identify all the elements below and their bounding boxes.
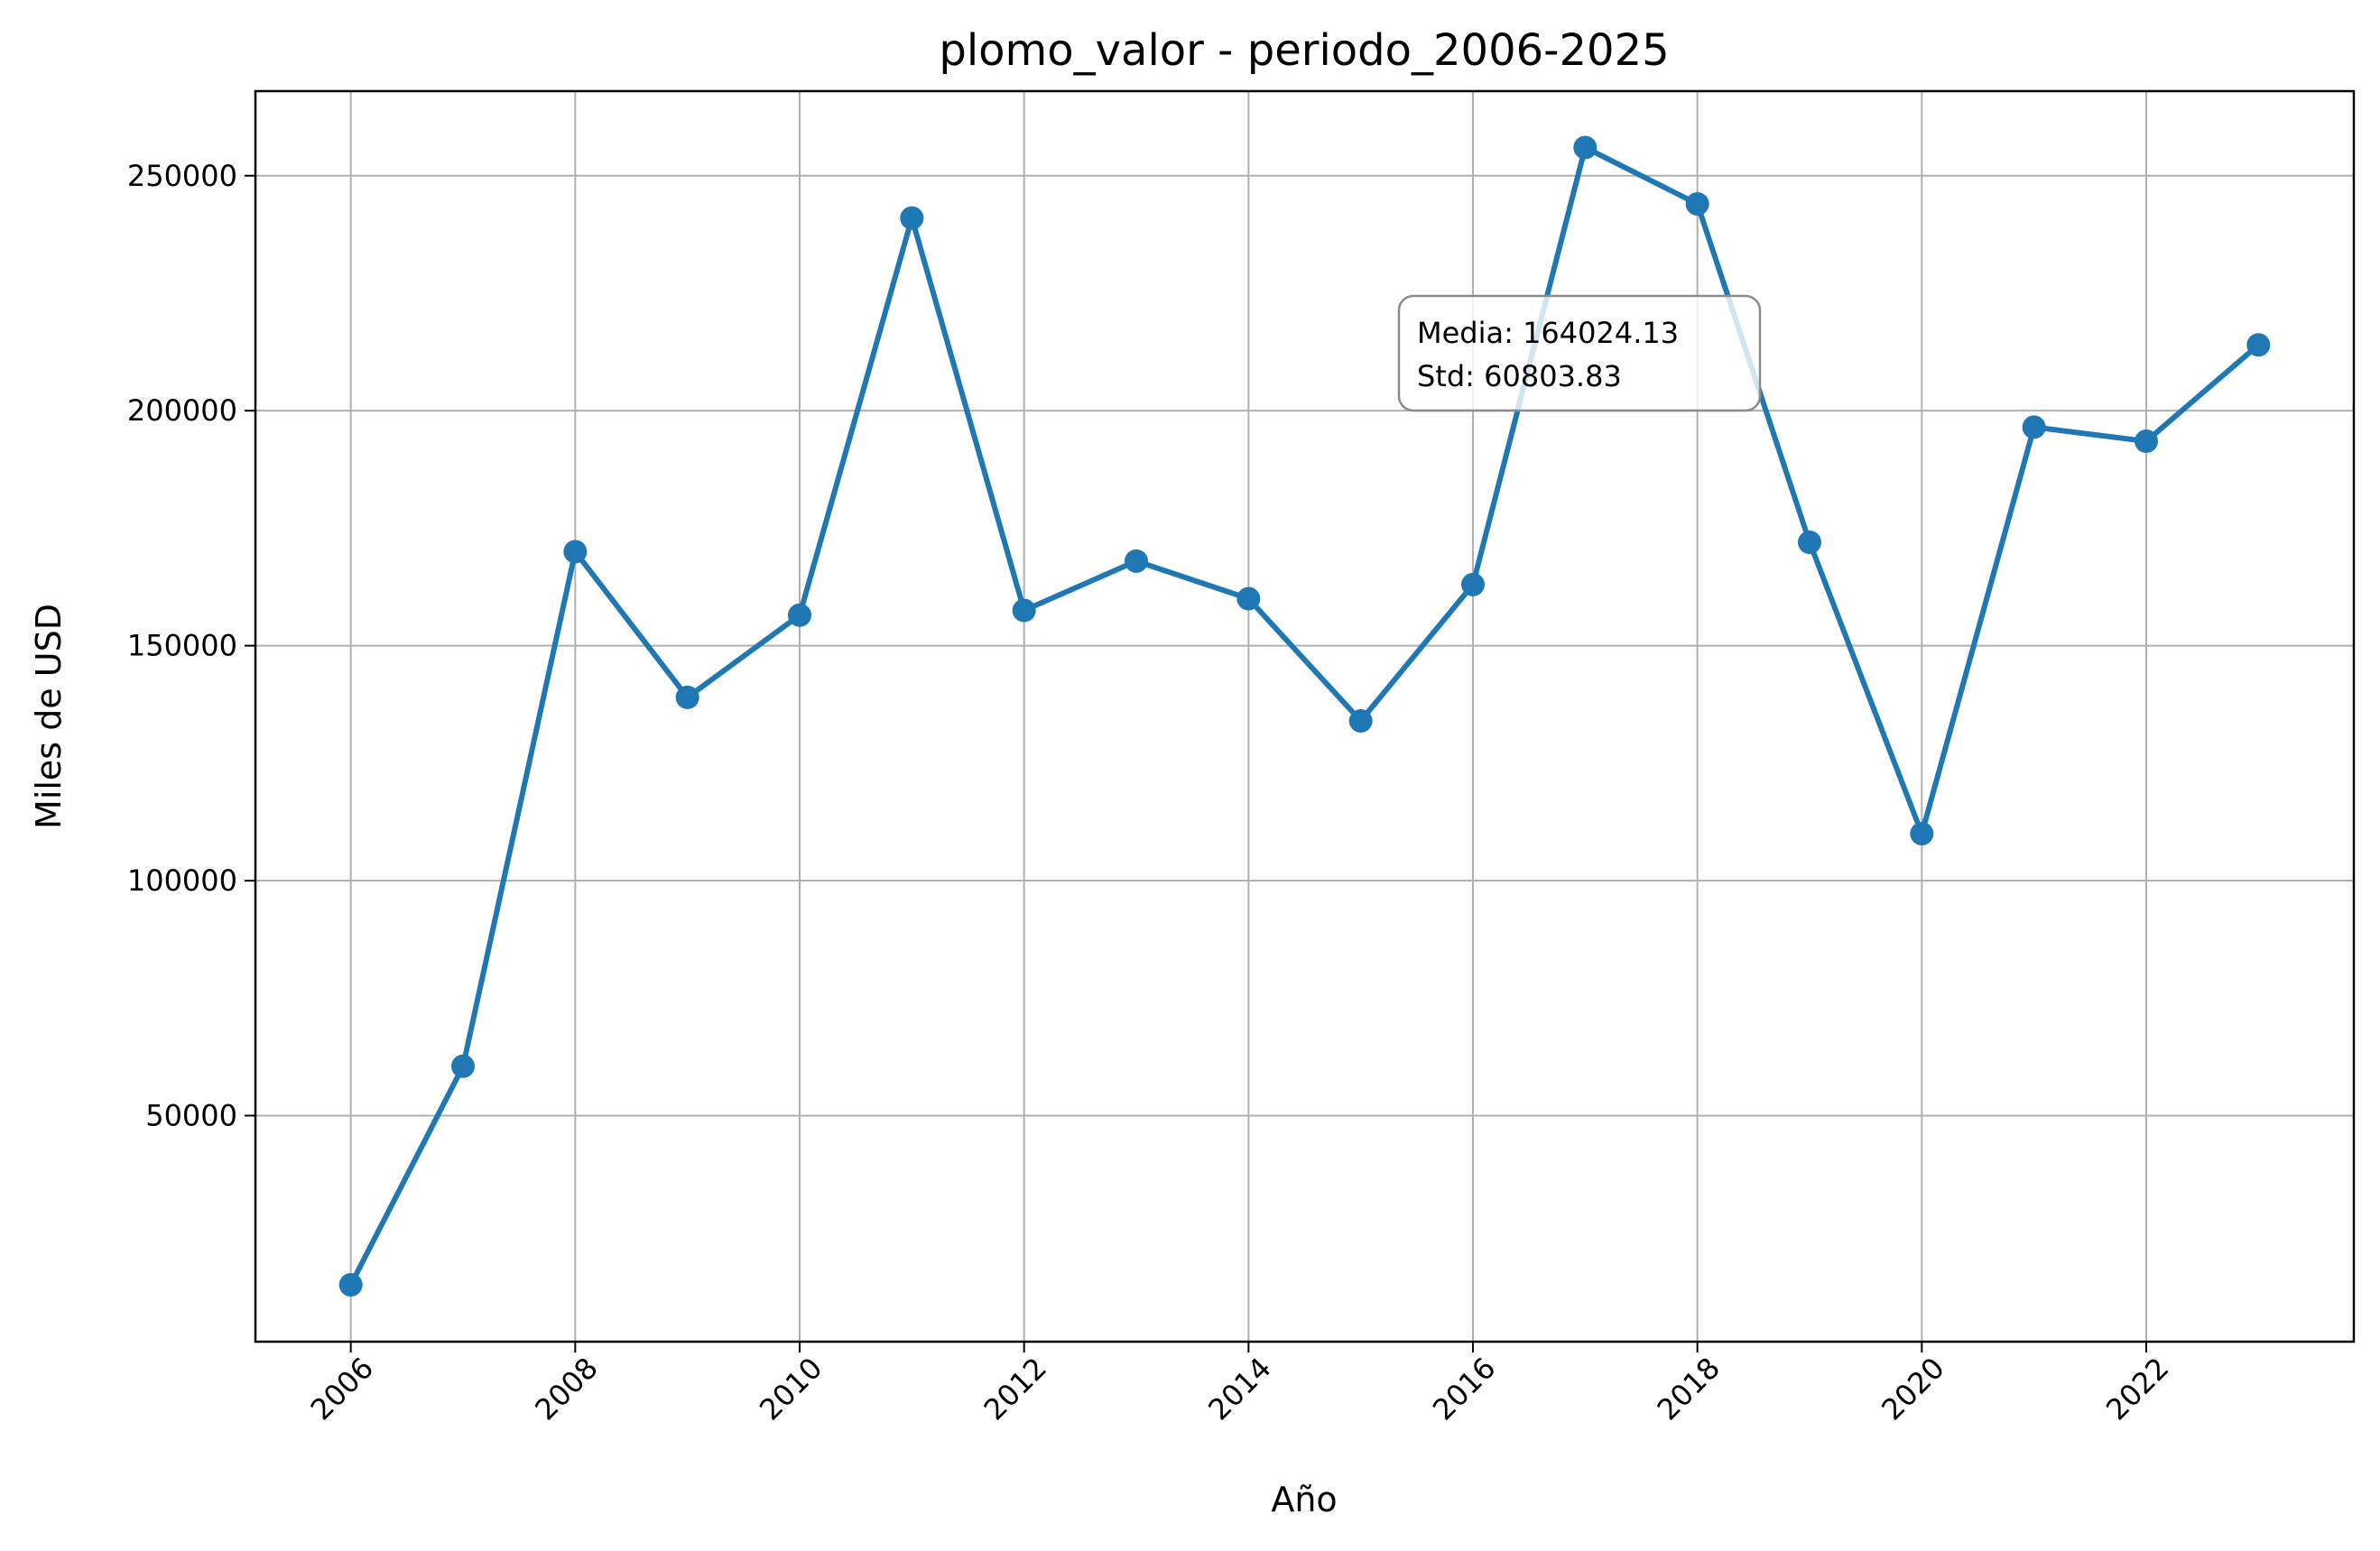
- data-point: [1573, 135, 1597, 160]
- data-point: [338, 1272, 363, 1297]
- y-tick-label: 250000: [127, 159, 237, 193]
- data-point: [2134, 429, 2158, 454]
- axes-frame: [254, 89, 2356, 1343]
- chart-title: plomo_valor - periodo_2006-2025: [939, 25, 1669, 76]
- data-point: [675, 685, 699, 709]
- data-point: [1685, 192, 1709, 217]
- data-point: [1910, 821, 1934, 845]
- x-axis-title: Año: [1271, 1480, 1337, 1519]
- data-point: [900, 206, 924, 230]
- data-point: [2022, 415, 2046, 439]
- stats-annotation-box: [1397, 294, 1762, 412]
- data-point: [1125, 549, 1149, 573]
- stats-annotation-line: Media: 164024.13: [1417, 316, 1679, 350]
- y-tick-label: 200000: [127, 393, 237, 428]
- y-tick-label: 50000: [145, 1098, 237, 1132]
- series-layer: [338, 135, 2271, 1297]
- y-tick-label: 100000: [127, 863, 237, 898]
- series-line: [347, 144, 2262, 1288]
- data-point: [1797, 531, 1821, 555]
- data-point: [1236, 586, 1261, 611]
- data-point: [451, 1054, 476, 1078]
- stats-annotation: Media: 164024.13 Std: 60803.83: [1397, 294, 1762, 412]
- y-axis-title: Miles de USD: [29, 604, 69, 829]
- stats-annotation-line: Std: 60803.83: [1417, 359, 1622, 393]
- data-point: [563, 540, 588, 564]
- data-point: [1348, 708, 1373, 733]
- data-point: [1460, 572, 1485, 596]
- y-tick-label: 150000: [127, 629, 237, 663]
- data-point: [1012, 598, 1036, 623]
- data-point: [2246, 333, 2271, 357]
- data-point: [788, 603, 812, 627]
